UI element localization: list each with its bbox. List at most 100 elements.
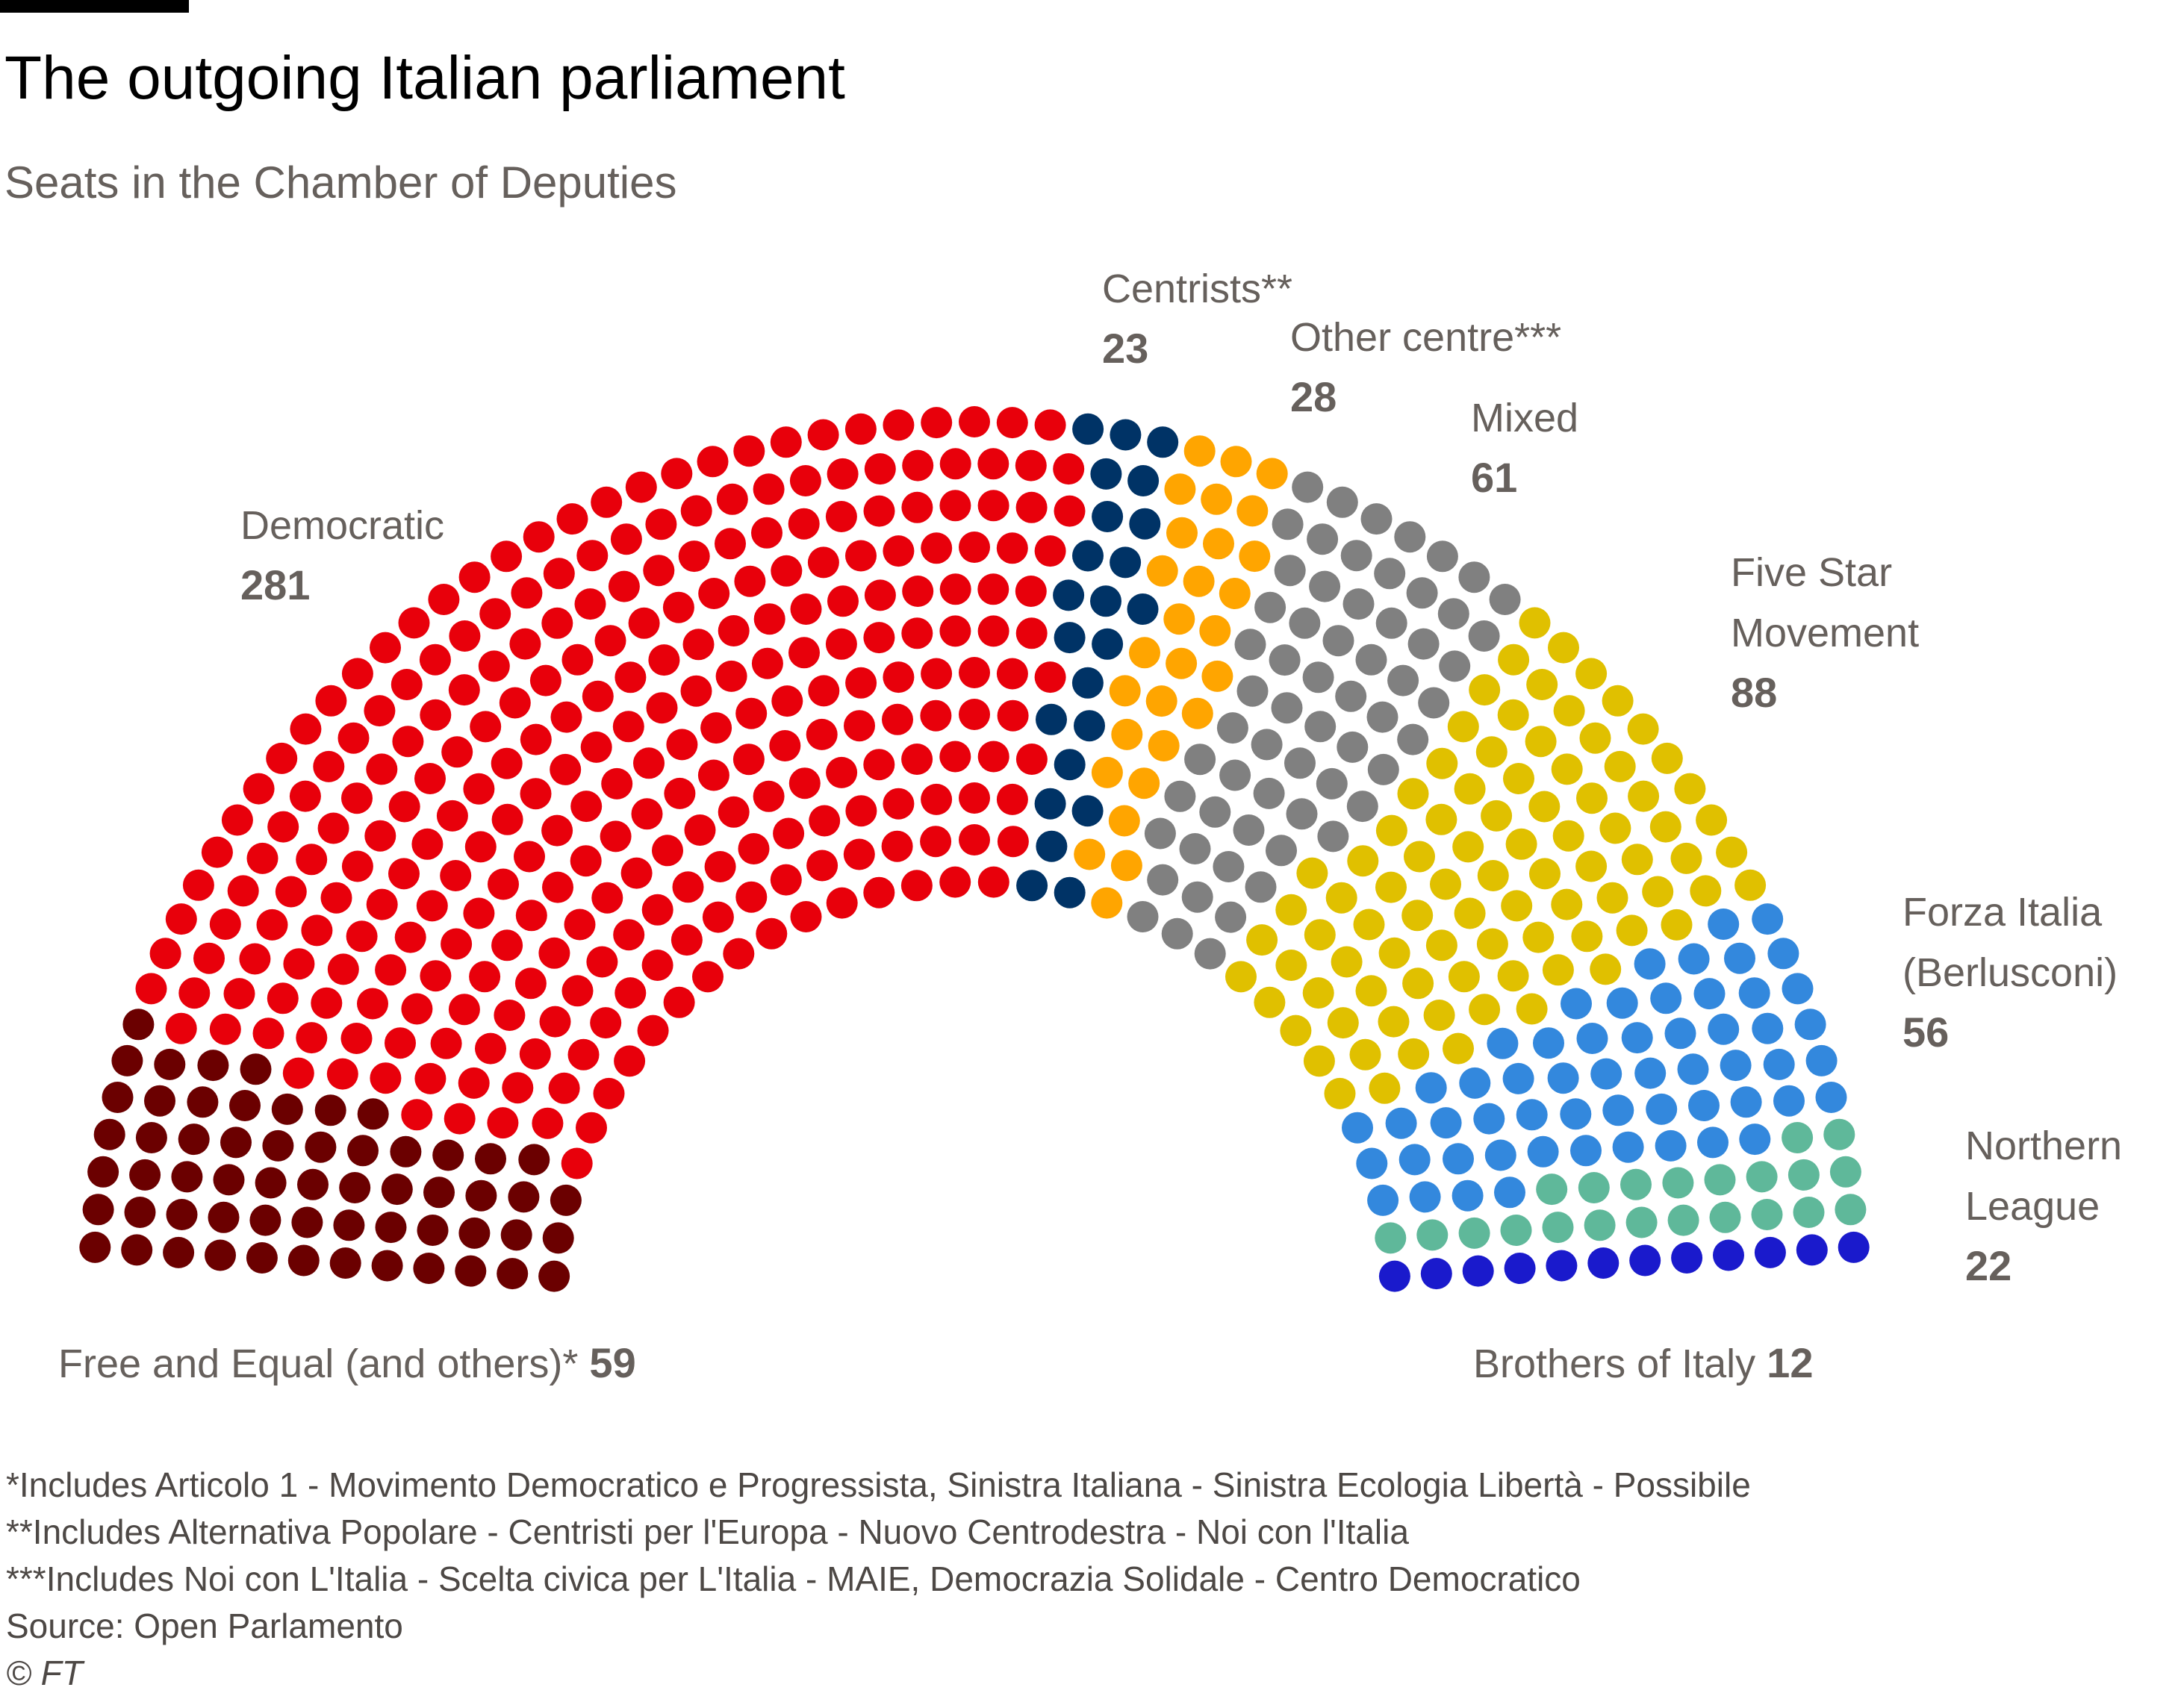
party-seat-count: 22 [1965,1242,2011,1289]
seat-dot [1071,667,1104,699]
seat-dot [574,588,606,620]
seat-dot [193,942,225,974]
seat-dot [296,844,328,876]
seat-dot [697,759,729,791]
seat-dot [977,741,1009,773]
seat-dot [723,938,755,970]
seat-dot [633,747,665,779]
seat-dot [201,836,233,868]
seat-dot [1215,901,1247,933]
seat-dot [698,578,730,609]
seat-dot [1498,643,1530,676]
party-label-3: Other centre*** 28 [1290,315,1561,420]
seat-dot [1385,1107,1417,1139]
seat-dot [1164,473,1196,505]
seat-dot [1677,1053,1709,1085]
seat-dot [1443,1032,1474,1065]
seat-dot [718,615,750,646]
seat-dot [1374,558,1406,590]
footnotes: *Includes Articolo 1 - Movimento Democra… [6,1462,1751,1697]
seat-dot [1730,1086,1762,1118]
seat-dot [1302,661,1334,694]
seat-dot [154,1048,186,1080]
seat-dot [1570,1135,1602,1167]
seat-dot [704,851,736,882]
seat-dot [1127,901,1159,932]
seat-dots [79,406,1870,1292]
seat-dot [735,697,768,729]
seat-dot [652,835,683,867]
seat-dot [1627,713,1659,745]
seat-dot [1500,1215,1532,1246]
seat-dot [111,1044,143,1076]
seat-dot [121,1234,153,1266]
seat-dot [790,901,822,932]
seat-dot [753,603,785,635]
party-seats-0 [79,1009,582,1292]
seat-dot [205,1239,236,1271]
seat-dot [458,561,491,593]
seat-dot [666,729,698,761]
seat-dot [1469,994,1501,1026]
seat-dot [1497,699,1529,731]
seat-dot [697,446,729,478]
seat-dot [1245,871,1277,903]
seat-dot [166,1199,198,1230]
seat-dot [385,1027,416,1059]
seat-dot [538,937,570,969]
seat-dot [366,888,398,920]
seat-dot [469,961,501,993]
seat-dot [702,901,734,933]
seat-dot [1360,503,1393,535]
seat-dot [826,756,858,788]
seat-dot [463,773,495,805]
seat-dot [1256,458,1288,490]
seat-dot [1590,953,1622,985]
seat-dot [1415,1072,1447,1104]
seat-dot [518,1144,550,1176]
seat-dot [1307,523,1339,555]
party-name: Northern [1965,1123,2122,1168]
seat-dot [1426,540,1458,573]
seat-dot [1091,887,1123,919]
seat-dot [296,1022,328,1054]
seat-dot [590,1007,622,1039]
seat-dot [1473,1103,1505,1135]
seat-dot [939,866,971,898]
seat-dot [1553,695,1585,727]
seat-dot [1787,1159,1820,1191]
seat-dot [1477,860,1509,891]
seat-dot [715,660,747,692]
seat-dot [1576,782,1608,814]
seat-dot [1458,561,1490,593]
seat-dot [1092,628,1124,660]
seat-dot [1528,791,1561,823]
seat-dot [1458,1217,1490,1249]
seat-dot [289,780,321,812]
seat-dot [550,701,582,733]
seat-dot [1253,777,1285,809]
seat-dot [1091,756,1123,788]
seat-dot [388,858,420,890]
seat-dot [637,1014,669,1047]
seat-dot [1128,767,1160,800]
seat-dot [1815,1082,1847,1113]
party-label-4: Mixed 61 [1471,396,1578,501]
seat-dot [320,882,352,914]
seat-dot [1201,483,1233,515]
party-label-5: Five Star Movement 88 [1731,550,1919,716]
seat-dot [375,954,407,986]
seat-dot [591,882,623,914]
party-seat-count: 61 [1471,454,1517,501]
seat-dot [370,632,401,664]
seat-dot [1670,842,1702,874]
seat-dot [297,1168,329,1200]
party-name: Centrists** [1102,267,1292,311]
seat-dot [1179,833,1211,864]
seat-dot [1220,446,1252,478]
party-seats-2 [1016,413,1179,908]
seat-dot [826,887,858,919]
seat-dot [515,900,547,932]
seat-dot [1269,644,1301,676]
seat-dot [1181,697,1213,729]
